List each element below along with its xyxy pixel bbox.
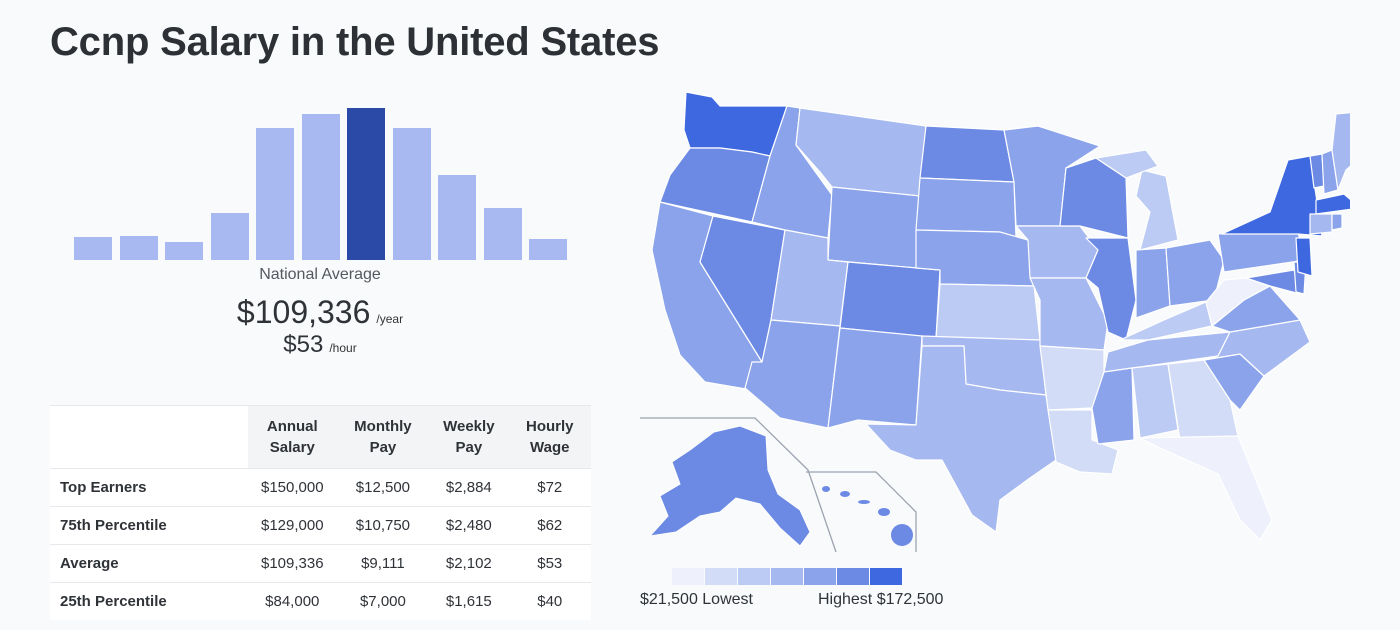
- state-new-york[interactable]: [1221, 155, 1323, 237]
- annual-salary-value: $109,336: [236, 294, 371, 330]
- cell-monthly: $9,111: [336, 544, 430, 583]
- state-alaska[interactable]: [648, 425, 811, 547]
- state-colorado[interactable]: [839, 261, 941, 339]
- cell-hourly: $72: [508, 468, 591, 507]
- annual-salary-unit: /year: [376, 312, 404, 326]
- alaska-inset-frame: [640, 417, 837, 553]
- state-new-mexico[interactable]: [827, 327, 923, 429]
- cell-annual: $129,000: [247, 506, 337, 545]
- legend-high-label: Highest $172,500: [818, 591, 944, 608]
- annual-salary-summary: $109,336/year: [120, 294, 520, 331]
- us-salary-map: [640, 91, 1350, 553]
- state-kansas[interactable]: [935, 283, 1041, 341]
- state-michigan[interactable]: [1135, 169, 1179, 251]
- table-header-blank: [50, 405, 248, 469]
- histogram-bar: [74, 237, 112, 260]
- hawaii-island-maui: [878, 508, 890, 516]
- state-wyoming[interactable]: [827, 186, 921, 269]
- state-louisiana[interactable]: [1047, 409, 1119, 475]
- state-washington[interactable]: [683, 91, 788, 157]
- table-row: Top Earners $150,000 $12,500 $2,884 $72: [50, 468, 591, 507]
- cell-annual: $84,000: [247, 582, 337, 620]
- legend-swatch: [771, 568, 803, 585]
- state-massachusetts[interactable]: [1315, 193, 1350, 215]
- cell-weekly: $1,615: [429, 582, 509, 620]
- state-maine[interactable]: [1331, 111, 1350, 191]
- state-connecticut[interactable]: [1309, 213, 1333, 235]
- histogram-bar: [256, 128, 294, 260]
- cell-monthly: $12,500: [336, 468, 430, 507]
- hawaii-island-kauai: [822, 486, 830, 492]
- state-maryland[interactable]: [1245, 269, 1301, 295]
- legend-swatch: [705, 568, 737, 585]
- state-indiana[interactable]: [1135, 247, 1171, 319]
- histogram-bar: [165, 242, 203, 260]
- hawaii-island-oahu: [840, 491, 850, 497]
- histogram-bar: [438, 175, 476, 260]
- row-label: 25th Percentile: [50, 582, 248, 620]
- histogram-bar: [529, 239, 567, 260]
- histogram-bar: [210, 213, 249, 260]
- cell-monthly: $7,000: [336, 582, 430, 620]
- legend-swatch: [804, 568, 836, 585]
- state-texas[interactable]: [865, 345, 1057, 533]
- histogram-bar: [119, 236, 158, 260]
- state-hawaii[interactable]: [822, 486, 913, 546]
- cell-hourly: $62: [508, 506, 591, 545]
- histogram-bar: [392, 128, 431, 260]
- table-header-weekly: Weekly Pay: [429, 405, 509, 469]
- state-ohio[interactable]: [1165, 239, 1225, 307]
- state-south-dakota[interactable]: [915, 177, 1017, 239]
- hawaii-inset-frame: [806, 471, 917, 552]
- cell-weekly: $2,102: [429, 544, 509, 583]
- table-header-annual: Annual Salary: [247, 405, 337, 469]
- state-michigan-up[interactable]: [1095, 149, 1159, 179]
- table-row: 25th Percentile $84,000 $7,000 $1,615 $4…: [50, 582, 591, 620]
- state-rhode-island[interactable]: [1331, 213, 1343, 231]
- legend-low-label: $21,500 Lowest: [640, 591, 753, 608]
- cell-annual: $109,336: [247, 544, 337, 583]
- state-mississippi[interactable]: [1091, 367, 1135, 445]
- cell-monthly: $10,750: [336, 506, 430, 545]
- state-north-dakota[interactable]: [919, 125, 1015, 183]
- table-header-monthly: Monthly Pay: [336, 405, 430, 469]
- cell-annual: $150,000: [247, 468, 337, 507]
- row-label: Top Earners: [50, 468, 248, 507]
- cell-hourly: $53: [508, 544, 591, 583]
- cell-weekly: $2,480: [429, 506, 509, 545]
- state-illinois[interactable]: [1085, 237, 1137, 341]
- state-missouri[interactable]: [1029, 277, 1109, 351]
- hawaii-island-molokai: [858, 500, 870, 504]
- salary-histogram: [72, 100, 568, 260]
- cell-hourly: $40: [508, 582, 591, 620]
- page-title: Ccnp Salary in the United States: [50, 20, 660, 64]
- state-new-jersey[interactable]: [1295, 237, 1313, 277]
- legend-swatch: [738, 568, 770, 585]
- map-legend: [672, 568, 902, 585]
- state-florida[interactable]: [1139, 435, 1273, 541]
- table-row: 75th Percentile $129,000 $10,750 $2,480 …: [50, 506, 591, 545]
- histogram-bar: [483, 208, 522, 260]
- hourly-wage-unit: /hour: [329, 341, 357, 355]
- histogram-bar: [301, 114, 340, 260]
- row-label: Average: [50, 544, 248, 583]
- legend-swatch: [837, 568, 869, 585]
- table-header-row: Annual Salary Monthly Pay Weekly Pay Hou…: [50, 405, 591, 469]
- hourly-wage-value: $53: [283, 331, 324, 358]
- table-header-hourly: Hourly Wage: [508, 405, 591, 469]
- row-label: 75th Percentile: [50, 506, 248, 545]
- hourly-wage-summary: $53/hour: [120, 331, 520, 359]
- legend-swatch: [870, 568, 902, 585]
- cell-weekly: $2,884: [429, 468, 509, 507]
- salary-table: Annual Salary Monthly Pay Weekly Pay Hou…: [50, 405, 591, 620]
- histogram-bar: [347, 108, 385, 260]
- table-row: Average $109,336 $9,111 $2,102 $53: [50, 544, 591, 583]
- hawaii-island-big: [891, 524, 913, 546]
- state-georgia[interactable]: [1167, 359, 1239, 441]
- national-average-label: National Average: [259, 266, 381, 283]
- legend-swatch: [672, 568, 704, 585]
